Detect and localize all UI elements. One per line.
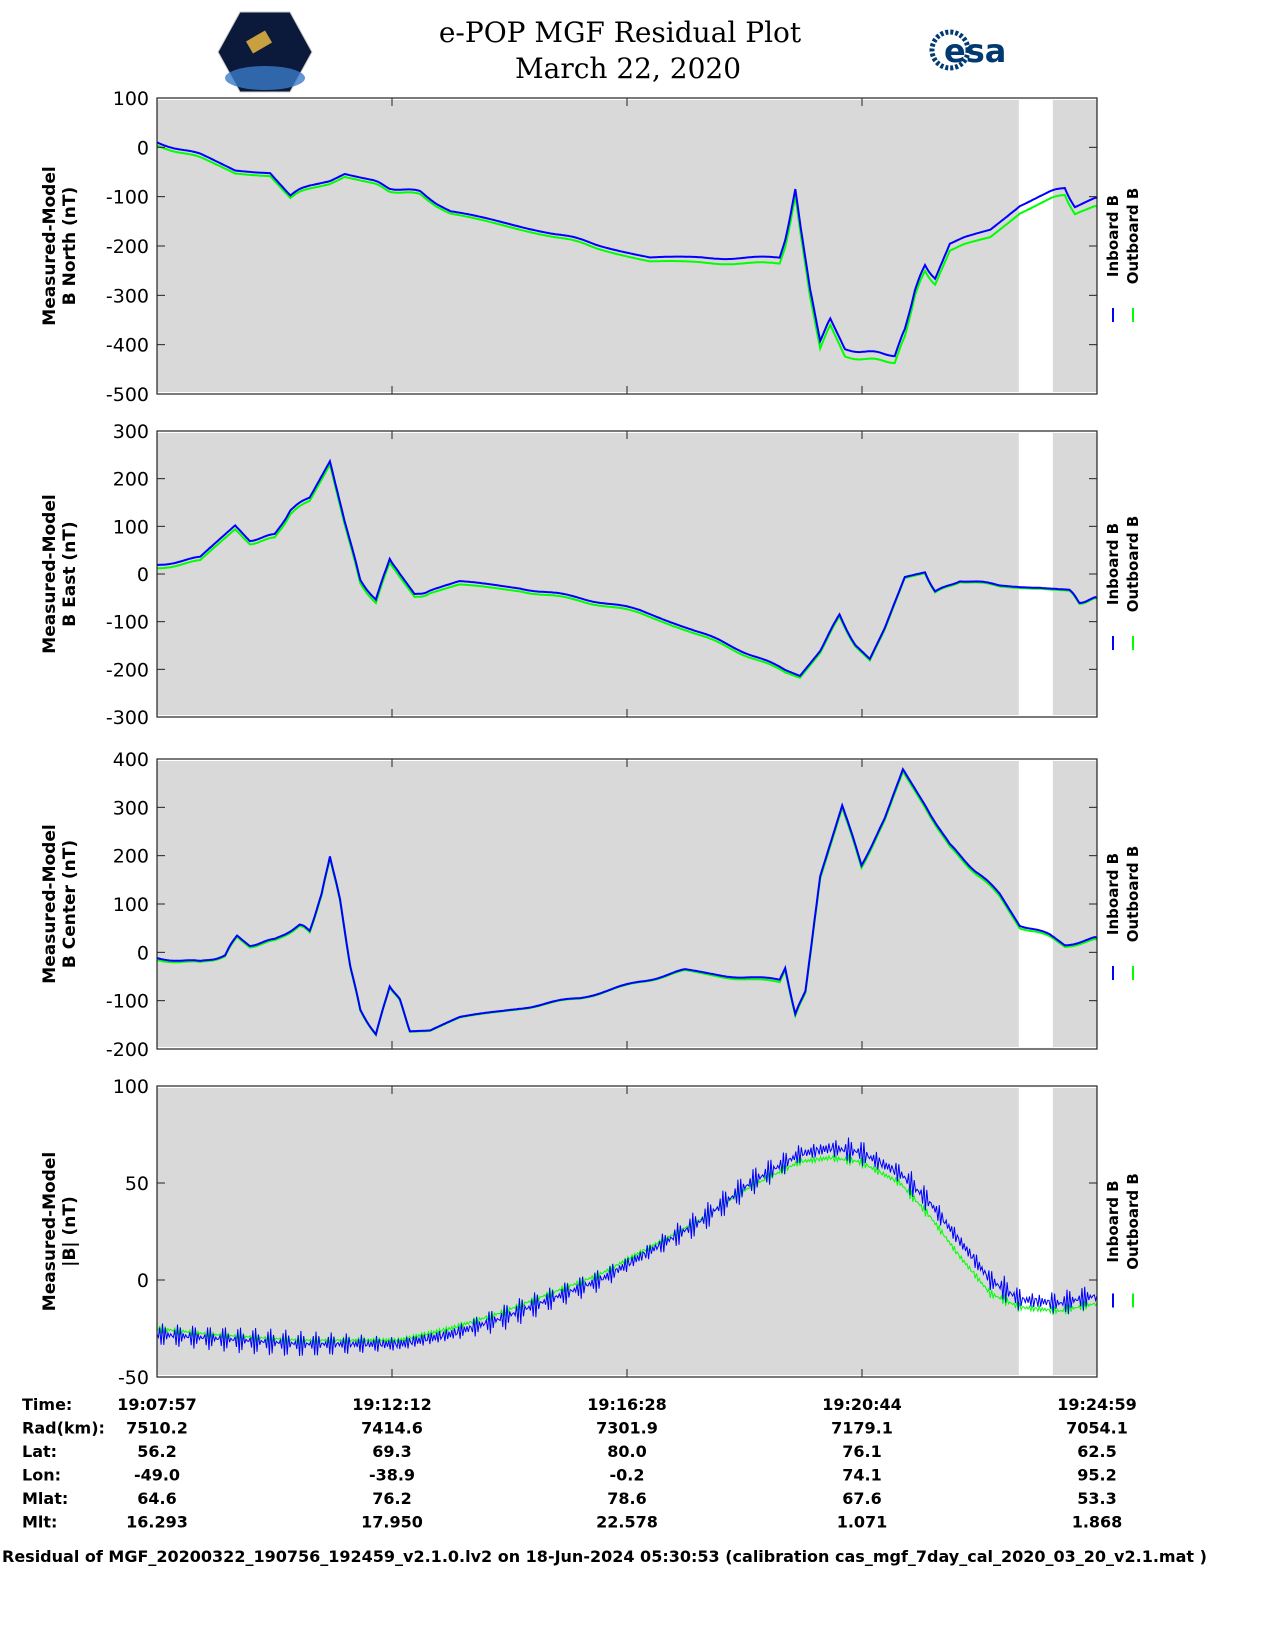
orbit-table: Time: 19:07:57 19:12:12 19:16:28 19:20:44 19:… bbox=[22, 1395, 1137, 1532]
x-tick-label: 19:16:28 bbox=[587, 1395, 667, 1414]
y-axis-label: Measured-ModelB North (nT) bbox=[40, 166, 80, 325]
y-tick-label: 50 bbox=[125, 1173, 149, 1195]
y-tick-label: -100 bbox=[106, 187, 149, 209]
table-cell: -49.0 bbox=[134, 1466, 180, 1485]
table-cell: 74.1 bbox=[842, 1466, 881, 1485]
table-cell: 56.2 bbox=[137, 1442, 176, 1461]
table-cell: 17.950 bbox=[361, 1513, 423, 1532]
panel-1: 100 0 -100 -200 -300 -400 -500 Measured-ModelB … bbox=[40, 88, 1142, 406]
table-cell: 80.0 bbox=[607, 1442, 646, 1461]
x-tick-label: 19:07:57 bbox=[117, 1395, 197, 1414]
y-tick-label: -100 bbox=[106, 612, 149, 634]
table-cell: 76.2 bbox=[372, 1489, 411, 1508]
y-tick-label: -50 bbox=[118, 1367, 149, 1389]
y-tick-label: 200 bbox=[113, 846, 149, 868]
legend-outboard-label: Outboard B bbox=[1124, 846, 1142, 943]
inboard-series-line bbox=[157, 458, 1098, 678]
y-tick-label: 0 bbox=[137, 564, 149, 586]
table-row-label: Time: bbox=[22, 1395, 72, 1414]
legend-outboard-label: Outboard B bbox=[1124, 188, 1142, 285]
y-axis-label: Measured-ModelB East (nT) bbox=[40, 494, 80, 653]
table-cell: 16.293 bbox=[126, 1513, 188, 1532]
y-tick-label: 300 bbox=[113, 797, 149, 819]
table-cell: 76.1 bbox=[842, 1442, 881, 1461]
legend-inboard-label: Inboard B bbox=[1104, 195, 1122, 277]
outboard-series-line bbox=[156, 144, 1098, 365]
legend-outboard-label: Outboard B bbox=[1124, 1173, 1142, 1270]
table-row-label: Lat: bbox=[22, 1442, 57, 1461]
table-cell: 7179.1 bbox=[831, 1419, 893, 1438]
legend-inboard-label: Inboard B bbox=[1104, 1180, 1122, 1262]
table-cell: 69.3 bbox=[372, 1442, 411, 1461]
inboard-series-line bbox=[156, 1137, 1098, 1357]
table-cell: -38.9 bbox=[369, 1466, 415, 1485]
table-cell: 53.3 bbox=[1077, 1489, 1116, 1508]
data-region bbox=[157, 1088, 1019, 1375]
x-tick-label: 19:24:59 bbox=[1057, 1395, 1137, 1414]
y-tick-label: 100 bbox=[113, 88, 149, 110]
table-row-label: Lon: bbox=[22, 1466, 61, 1485]
table-cell: 78.6 bbox=[607, 1489, 646, 1508]
y-tick-label: 100 bbox=[113, 516, 149, 538]
y-axis-label: Measured-ModelB Center (nT) bbox=[40, 824, 80, 983]
table-row-label: Mlat: bbox=[22, 1489, 68, 1508]
svg-text:esa: esa bbox=[944, 32, 1006, 70]
y-tick-label: -200 bbox=[106, 659, 149, 681]
y-tick-label: 0 bbox=[137, 942, 149, 964]
legend-inboard-label: Inboard B bbox=[1104, 523, 1122, 605]
chart-date: March 22, 2020 bbox=[515, 52, 741, 85]
table-cell: -0.2 bbox=[610, 1466, 645, 1485]
y-tick-label: -300 bbox=[106, 707, 149, 729]
y-tick-label: -300 bbox=[106, 285, 149, 307]
panel-3: 400 300 200 100 0 -100 -200 Measured-ModelB Cen… bbox=[40, 749, 1142, 1061]
x-tick-label: 19:12:12 bbox=[352, 1395, 432, 1414]
y-tick-label: 200 bbox=[113, 469, 149, 491]
table-cell: 7301.9 bbox=[596, 1419, 658, 1438]
table-cell: 67.6 bbox=[842, 1489, 881, 1508]
y-tick-label: -500 bbox=[106, 384, 149, 406]
y-tick-label: -400 bbox=[106, 335, 149, 357]
y-tick-label: 0 bbox=[137, 1270, 149, 1292]
y-tick-label: -100 bbox=[106, 991, 149, 1013]
data-region bbox=[1052, 1088, 1097, 1375]
table-cell: 7054.1 bbox=[1066, 1419, 1128, 1438]
data-region bbox=[157, 433, 1019, 715]
table-cell: 22.578 bbox=[596, 1513, 658, 1532]
legend-outboard-label: Outboard B bbox=[1124, 516, 1142, 613]
legend-inboard-label: Inboard B bbox=[1104, 853, 1122, 935]
y-tick-label: 400 bbox=[113, 749, 149, 771]
panel-4: 100 50 0 -50 Measured-Model|B| (nT) Inboard B… bbox=[40, 1076, 1142, 1389]
table-cell: 1.868 bbox=[1072, 1513, 1123, 1532]
table-cell: 1.071 bbox=[837, 1513, 888, 1532]
table-row-label: Mlt: bbox=[22, 1513, 57, 1532]
y-tick-label: -200 bbox=[106, 1039, 149, 1061]
table-cell: 7510.2 bbox=[126, 1419, 188, 1438]
table-cell: 64.6 bbox=[137, 1489, 176, 1508]
inboard-series-line bbox=[156, 766, 1098, 1037]
y-tick-label: 100 bbox=[113, 1076, 149, 1098]
y-axis-label: Measured-Model|B| (nT) bbox=[40, 1152, 80, 1311]
inboard-series-line bbox=[156, 141, 1098, 358]
table-cell: 7414.6 bbox=[361, 1419, 423, 1438]
y-tick-label: 0 bbox=[137, 137, 149, 159]
chart-title: e-POP MGF Residual Plot bbox=[439, 16, 802, 49]
table-row-label: Rad(km): bbox=[22, 1419, 105, 1438]
x-tick-label: 19:20:44 bbox=[822, 1395, 902, 1414]
table-cell: 95.2 bbox=[1077, 1466, 1116, 1485]
footer-caption: Residual of MGF_20200322_190756_192459_v… bbox=[2, 1547, 1207, 1566]
esa-logo: esa bbox=[929, 29, 1006, 71]
table-cell: 62.5 bbox=[1077, 1442, 1116, 1461]
y-tick-label: 300 bbox=[113, 421, 149, 443]
data-region bbox=[157, 761, 1019, 1047]
y-tick-label: -200 bbox=[106, 236, 149, 258]
y-tick-label: 100 bbox=[113, 894, 149, 916]
panel-2: 300 200 100 0 -100 -200 -300 Measured-ModelB Ea… bbox=[40, 421, 1142, 729]
cassiope-logo bbox=[217, 11, 313, 93]
